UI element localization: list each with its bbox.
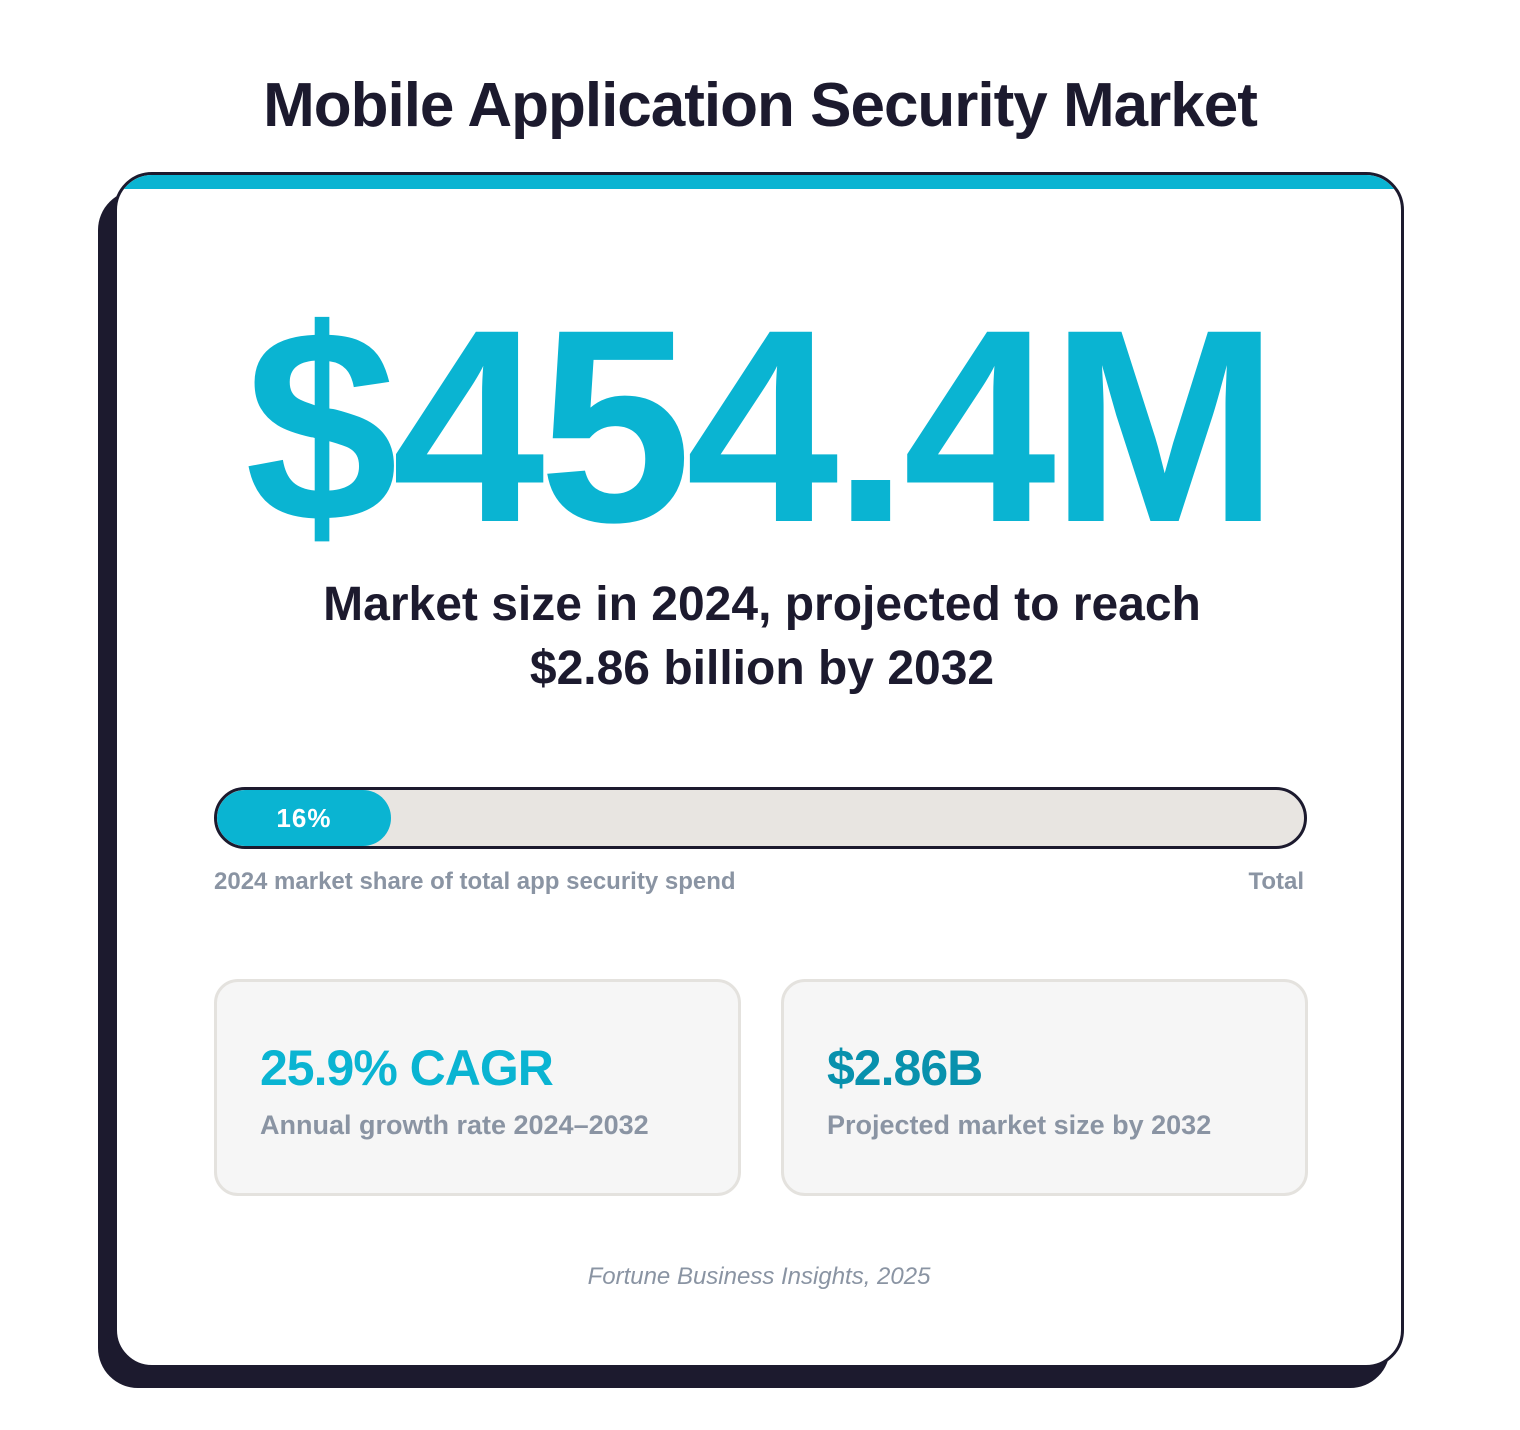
projection-stat-box: $2.86B Projected market size by 2032	[781, 979, 1308, 1196]
projection-label: Projected market size by 2032	[827, 1110, 1212, 1140]
cagr-stat-box: 25.9% CAGR Annual growth rate 2024–2032	[214, 979, 741, 1196]
subtitle-line-2: $2.86 billion by 2032	[529, 642, 995, 695]
progress-label: 16%	[276, 803, 332, 833]
cagr-value: 25.9% CAGR	[260, 1040, 554, 1096]
progress-total-label: Total	[1248, 868, 1304, 895]
progress-fill	[217, 790, 391, 846]
cagr-label: Annual growth rate 2024–2032	[260, 1110, 649, 1140]
card-accent-bar	[117, 175, 1401, 189]
stat-card: $454.4M Market size in 2024, projected t…	[114, 172, 1404, 1368]
subtitle: Market size in 2024, projected to reach …	[217, 573, 1307, 701]
page-title: Mobile Application Security Market	[263, 71, 1258, 140]
source-citation: Fortune Business Insights, 2025	[587, 1263, 931, 1290]
subtitle-line-1: Market size in 2024, projected to reach	[323, 578, 1201, 631]
progress-caption: 2024 market share of total app security …	[214, 868, 736, 895]
projection-value: $2.86B	[827, 1040, 983, 1096]
headline-value: $454.4M	[244, 273, 1279, 580]
progress-bar: 16%	[214, 787, 1307, 849]
